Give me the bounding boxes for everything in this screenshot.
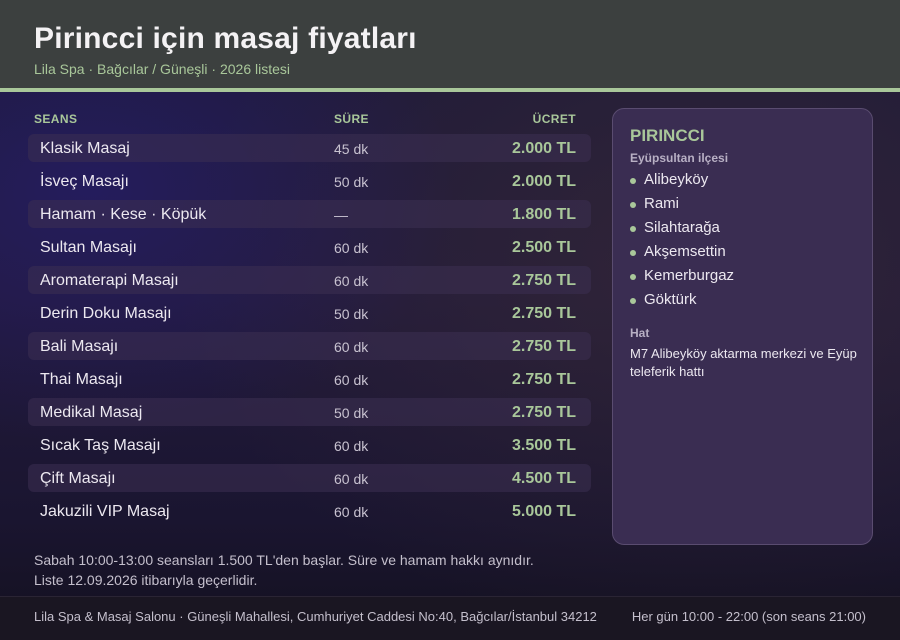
service-price: 2.000 TL xyxy=(511,140,576,157)
service-duration: 60 dk xyxy=(334,471,369,487)
service-name: Hamam · Kese · Köpük xyxy=(40,206,207,223)
page-header: Pirincci için masaj fiyatları Lila Spa ·… xyxy=(0,0,900,88)
service-name: Sıcak Taş Masajı xyxy=(40,437,161,454)
table-row: Bali Masajı 60 dk 2.750 TL xyxy=(28,330,591,363)
service-price: 4.500 TL xyxy=(511,470,576,487)
table-row: Medikal Masaj 50 dk 2.750 TL xyxy=(28,396,591,429)
page-title: Pirincci için masaj fiyatları xyxy=(34,22,417,55)
panel-title: PIRINCCI xyxy=(630,126,705,145)
line-description: M7 Alibeyköy aktarma merkezi ve Eyüp tel… xyxy=(630,346,857,379)
neighborhood-name: Kemerburgaz xyxy=(644,267,735,284)
bullet-icon xyxy=(630,250,636,256)
list-item: Silahtarağa xyxy=(630,218,734,242)
service-name: Aromaterapi Masajı xyxy=(40,272,179,289)
service-name: Thai Masajı xyxy=(40,371,123,388)
table-row: Sultan Masajı 60 dk 2.500 TL xyxy=(28,231,591,264)
neighborhood-name: Silahtarağa xyxy=(644,219,720,236)
service-duration: 45 dk xyxy=(334,141,369,157)
column-header-price: ÜCRET xyxy=(532,112,576,126)
validity-note: Liste 12.09.2026 itibarıyla geçerlidir. xyxy=(34,572,258,588)
list-item: Alibeyköy xyxy=(630,170,734,194)
column-header-service: SEANS xyxy=(34,112,78,126)
service-duration: 60 dk xyxy=(334,240,369,256)
pricing-note: Sabah 10:00-13:00 seansları 1.500 TL'den… xyxy=(34,552,534,568)
list-item: Rami xyxy=(630,194,734,218)
bullet-icon xyxy=(630,226,636,232)
service-duration: 60 dk xyxy=(334,273,369,289)
service-duration: — xyxy=(334,207,348,223)
district-label: Eyüpsultan ilçesi xyxy=(630,151,729,165)
service-price: 1.800 TL xyxy=(511,206,576,223)
page-footer: Lila Spa & Masaj Salonu · Güneşli Mahall… xyxy=(0,596,900,640)
header-divider xyxy=(0,88,900,92)
footer-address: Lila Spa & Masaj Salonu · Güneşli Mahall… xyxy=(34,609,597,624)
table-row: Derin Doku Masajı 50 dk 2.750 TL xyxy=(28,297,591,330)
service-name: İsveç Masajı xyxy=(40,173,129,190)
service-duration: 60 dk xyxy=(334,372,369,388)
service-price: 2.750 TL xyxy=(511,305,576,322)
location-panel: PIRINCCI Eyüpsultan ilçesi Alibeyköy Ram… xyxy=(612,108,873,545)
neighborhood-list: Alibeyköy Rami Silahtarağa Akşemsettin K… xyxy=(630,170,734,314)
bullet-icon xyxy=(630,202,636,208)
table-row: Klasik Masaj 45 dk 2.000 TL xyxy=(28,132,591,165)
bullet-icon xyxy=(630,274,636,280)
service-name: Sultan Masajı xyxy=(40,239,137,256)
neighborhood-name: Alibeyköy xyxy=(644,171,709,188)
bullet-icon xyxy=(630,178,636,184)
table-row: İsveç Masajı 50 dk 2.000 TL xyxy=(28,165,591,198)
neighborhood-name: Rami xyxy=(644,195,680,212)
service-duration: 50 dk xyxy=(334,174,369,190)
service-name: Çift Masajı xyxy=(40,470,116,487)
neighborhood-name: Akşemsettin xyxy=(644,243,726,260)
table-row: Jakuzili VIP Masaj 60 dk 5.000 TL xyxy=(28,495,591,528)
service-duration: 50 dk xyxy=(334,405,369,421)
service-name: Jakuzili VIP Masaj xyxy=(40,503,170,520)
service-price: 2.750 TL xyxy=(511,371,576,388)
service-duration: 60 dk xyxy=(334,504,369,520)
service-price: 2.750 TL xyxy=(511,404,576,421)
bullet-icon xyxy=(630,298,636,304)
line-label: Hat xyxy=(630,326,650,340)
service-name: Medikal Masaj xyxy=(40,404,143,421)
table-row: Aromaterapi Masajı 60 dk 2.750 TL xyxy=(28,264,591,297)
table-row: Thai Masajı 60 dk 2.750 TL xyxy=(28,363,591,396)
service-name: Bali Masajı xyxy=(40,338,119,355)
list-item: Akşemsettin xyxy=(630,242,734,266)
table-row: Sıcak Taş Masajı 60 dk 3.500 TL xyxy=(28,429,591,462)
service-price: 3.500 TL xyxy=(511,437,576,454)
service-duration: 60 dk xyxy=(334,339,369,355)
service-duration: 50 dk xyxy=(334,306,369,322)
service-duration: 60 dk xyxy=(334,438,369,454)
service-price: 2.750 TL xyxy=(511,338,576,355)
service-name: Derin Doku Masajı xyxy=(40,305,172,322)
page-subtitle: Lila Spa · Bağcılar / Güneşli · 2026 lis… xyxy=(34,61,291,77)
service-name: Klasik Masaj xyxy=(40,140,130,157)
neighborhood-name: Göktürk xyxy=(644,291,697,308)
column-header-duration: SÜRE xyxy=(334,112,369,126)
table-row: Çift Masajı 60 dk 4.500 TL xyxy=(28,462,591,495)
service-price: 2.000 TL xyxy=(511,173,576,190)
service-price: 2.750 TL xyxy=(511,272,576,289)
list-item: Göktürk xyxy=(630,290,734,314)
price-table: Klasik Masaj 45 dk 2.000 TL İsveç Masajı… xyxy=(28,132,591,528)
footer-hours: Her gün 10:00 - 22:00 (son seans 21:00) xyxy=(631,609,866,624)
list-item: Kemerburgaz xyxy=(630,266,734,290)
service-price: 5.000 TL xyxy=(511,503,576,520)
service-price: 2.500 TL xyxy=(511,239,576,256)
table-row: Hamam · Kese · Köpük — 1.800 TL xyxy=(28,198,591,231)
